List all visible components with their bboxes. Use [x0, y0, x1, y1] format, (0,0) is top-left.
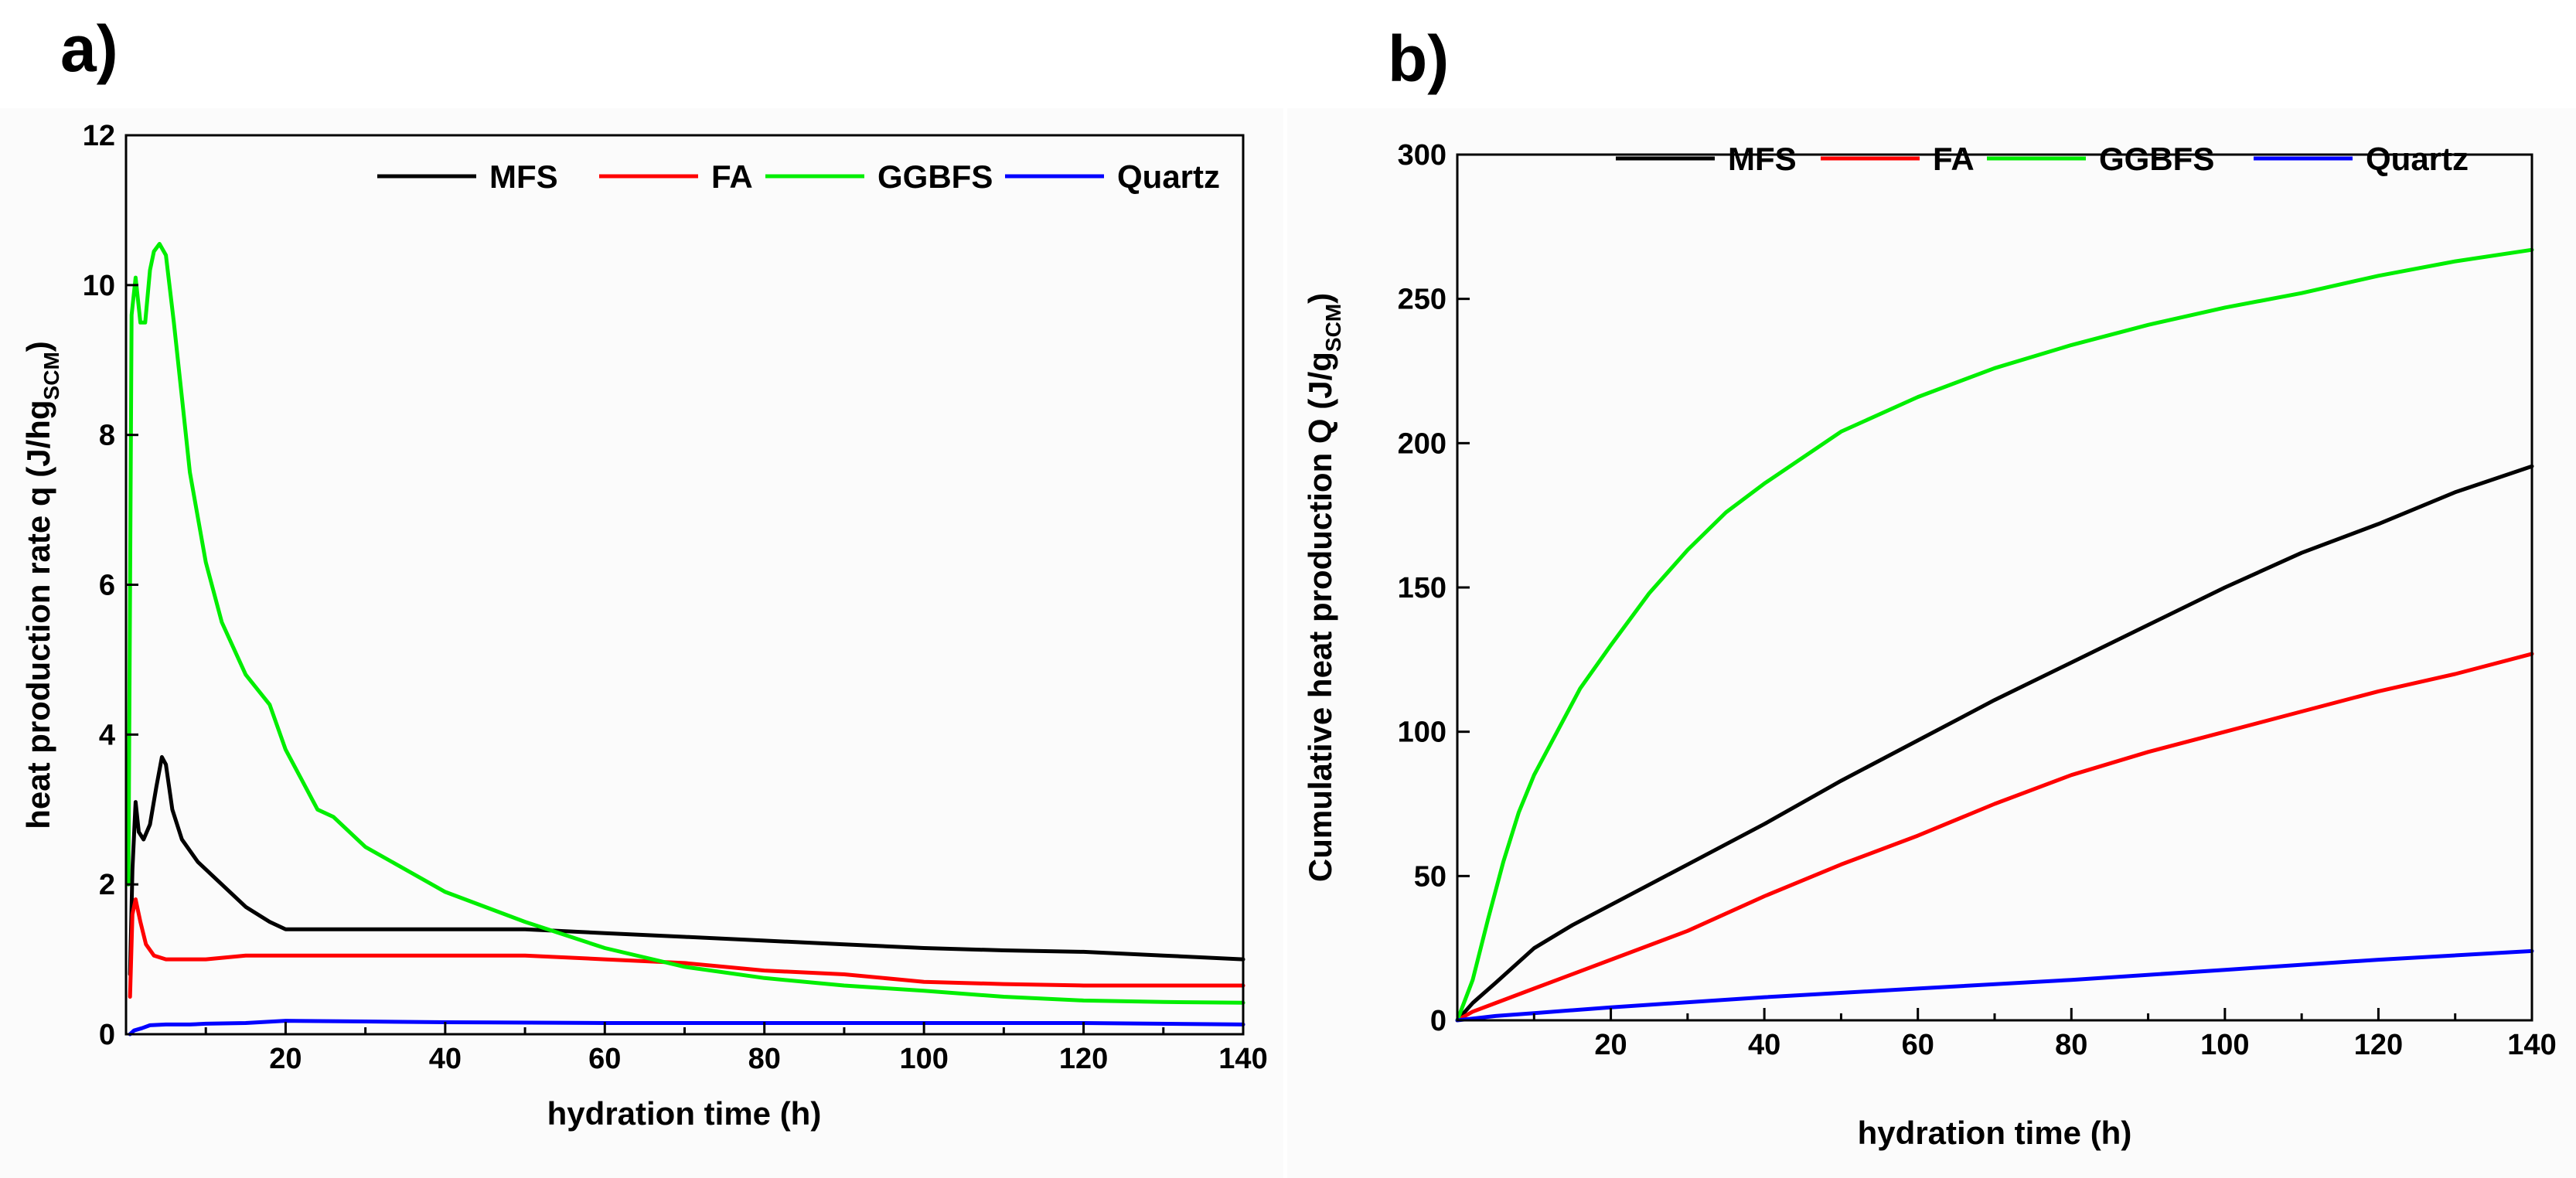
panel-a-y-axis-title-subscript: SCM [39, 352, 63, 400]
panel-a-series-line-fa [128, 897, 1245, 999]
panel-b-series-group [1455, 247, 2534, 1023]
panel-b-y-axis-title-main: Cumulative heat production Q (J/g [1302, 352, 1338, 882]
panel-a-x-tick-label: 100 [899, 1043, 948, 1075]
panel-b-y-tick-label: 0 [1430, 1005, 1446, 1037]
panel-a-y-tick-label: 4 [99, 719, 115, 751]
panel-a-x-tick-label: 40 [429, 1043, 462, 1075]
panel-a-x-tick-label: 140 [1218, 1043, 1267, 1075]
panel-a-y-tick-label: 12 [83, 120, 115, 152]
panel-a-legend-label-mfs: MFS [489, 158, 558, 195]
panel-b-y-tick-label: 50 [1414, 860, 1446, 893]
panel-a-ticks: 20 40 60 80 100 120 140 0 2 4 6 8 10 12 [83, 120, 1268, 1075]
panel-a-series-line-ggbfs [126, 242, 1245, 1005]
panel-a-y-axis-title-main: heat production rate q (J/hg [20, 400, 56, 829]
panel-b-y-tick-label: 250 [1398, 284, 1446, 316]
panel-a-x-tick-label: 80 [748, 1043, 781, 1075]
panel-b-legend-label-fa: FA [1933, 141, 1975, 177]
panel-b-series-line-ggbfs [1455, 247, 2534, 1023]
panel-a-x-tick-label: 20 [269, 1043, 302, 1075]
panel-a-y-tick-label: 2 [99, 869, 115, 901]
panel-b-y-tick-label: 100 [1398, 717, 1446, 749]
panel-a-x-tick-label: 120 [1059, 1043, 1108, 1075]
panel-b-y-tick-label: 150 [1398, 572, 1446, 604]
panel-a-y-axis-title: heat production rate q (J/hgSCM) [20, 341, 63, 829]
panel-b-x-tick-label: 80 [2055, 1029, 2087, 1061]
panel-b-legend-label-mfs: MFS [1728, 141, 1797, 177]
panel-a-series-line-quartz [128, 1019, 1245, 1037]
panel-a-label: a) [60, 12, 118, 85]
panel-a-y-tick-label: 10 [83, 270, 115, 302]
panel-a-y-axis-title-close: ) [20, 341, 56, 352]
panel-a-y-tick-label: 6 [99, 570, 115, 602]
panel-b-x-tick-label: 140 [2507, 1029, 2556, 1061]
panel-b-x-tick-label: 60 [1902, 1029, 1934, 1061]
panel-b-y-tick-label: 200 [1398, 427, 1446, 460]
panel-b-series-line-quartz [1455, 948, 2534, 1023]
panel-b-legend: MFS FA GGBFS Quartz [1616, 141, 2469, 177]
panel-a: a) 20 40 60 80 100 120 140 0 2 4 6 8 10 12 MFS FA GGBFS… [20, 12, 1268, 1132]
panel-a-x-tick-label: 60 [588, 1043, 621, 1075]
panel-b-legend-label-quartz: Quartz [2366, 141, 2469, 177]
panel-b-x-tick-label: 20 [1594, 1029, 1627, 1061]
panel-a-background [0, 108, 1283, 1178]
panel-b-x-axis-title: hydration time (h) [1858, 1115, 2132, 1151]
panel-b-x-tick-label: 120 [2354, 1029, 2403, 1061]
panel-b-legend-label-ggbfs: GGBFS [2099, 141, 2214, 177]
panel-a-legend-label-fa: FA [711, 158, 753, 195]
panel-b-x-tick-label: 40 [1748, 1029, 1780, 1061]
panel-b-y-axis-title: Cumulative heat production Q (J/gSCM) [1302, 293, 1345, 882]
panel-a-y-tick-label: 8 [99, 420, 115, 452]
panel-a-legend: MFS FA GGBFS Quartz [377, 158, 1220, 195]
panel-b-x-tick-label: 100 [2200, 1029, 2249, 1061]
panel-a-legend-label-quartz: Quartz [1117, 158, 1220, 195]
panel-b-y-axis-title-close: ) [1302, 293, 1338, 304]
panel-b-series-line-mfs [1455, 464, 2534, 1023]
panel-b-y-tick-label: 300 [1398, 139, 1446, 172]
panel-a-series-group [126, 242, 1245, 1037]
panel-a-y-tick-label: 0 [99, 1019, 115, 1051]
panel-a-legend-label-ggbfs: GGBFS [877, 158, 993, 195]
panel-a-series-line-mfs [128, 754, 1245, 976]
panel-b-label: b) [1388, 22, 1449, 95]
panel-b: b) 20 40 60 80 100 120 140 0 50 100 150 200 250 300 M… [1302, 22, 2557, 1151]
panel-a-x-axis-title: hydration time (h) [547, 1095, 822, 1132]
panel-b-y-axis-title-subscript: SCM [1321, 304, 1345, 352]
panel-b-series-line-fa [1455, 652, 2534, 1023]
panel-b-ticks: 20 40 60 80 100 120 140 0 50 100 150 200 250 300 [1398, 139, 2557, 1061]
